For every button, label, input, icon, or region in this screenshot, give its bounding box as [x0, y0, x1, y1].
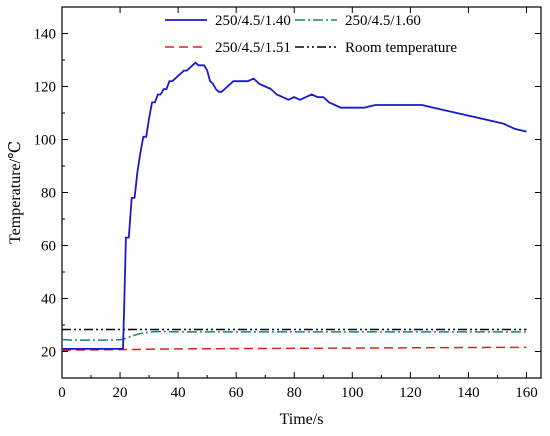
x-axis-label: Time/s	[280, 411, 324, 428]
series-line-0	[62, 61, 527, 350]
x-tick-label: 160	[515, 385, 538, 401]
series-line-2	[61, 346, 527, 351]
x-tick-label: 60	[229, 385, 244, 401]
series-line-1	[61, 330, 527, 341]
x-tick-label: 100	[341, 385, 364, 401]
y-tick-label: 140	[34, 27, 57, 43]
y-tick-label: 100	[34, 133, 57, 149]
y-tick-label: 80	[41, 186, 56, 202]
y-tick-label: 120	[34, 80, 57, 96]
plot-frame	[61, 6, 542, 379]
x-tick-label: 140	[457, 385, 480, 401]
y-tick-label: 20	[41, 345, 56, 361]
y-tick-label: 40	[41, 292, 56, 308]
legend-label-0: 250/4.5/1.40	[215, 13, 291, 29]
y-tick-label: 60	[41, 239, 56, 255]
x-tick-label: 0	[58, 385, 66, 401]
x-tick-label: 80	[287, 385, 302, 401]
x-tick-label: 40	[171, 385, 186, 401]
legend-label-3: Room temperature	[345, 40, 457, 56]
legend-label-1: 250/4.5/1.60	[345, 13, 421, 29]
y-axis-label: Temperature/℃	[7, 141, 24, 244]
legend-label-2: 250/4.5/1.51	[215, 40, 291, 56]
x-tick-label: 20	[113, 385, 128, 401]
x-tick-label: 120	[399, 385, 422, 401]
